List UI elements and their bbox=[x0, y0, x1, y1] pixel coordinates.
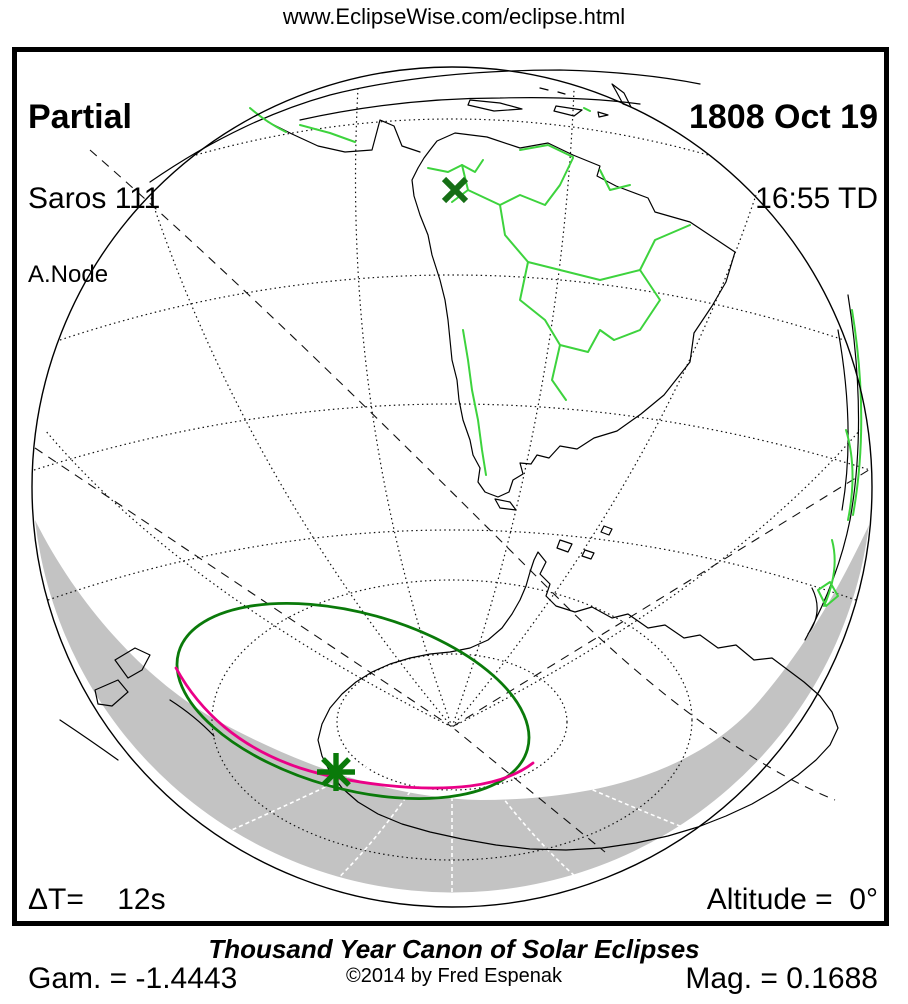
country-borders bbox=[249, 107, 863, 607]
eclipse-info-top-left: Partial Saros 111 A.Node bbox=[28, 55, 160, 331]
gamma-value: Gam. = -1.4443 bbox=[28, 962, 238, 996]
saros-label: Saros 111 bbox=[28, 182, 161, 216]
coastlines bbox=[59, 69, 860, 851]
eclipse-info-bottom-right: Altitude = 0° Mag. = 0.1688 bbox=[685, 840, 878, 1004]
tierra-del-fuego-island bbox=[494, 498, 517, 511]
africa-limb-borders bbox=[817, 309, 863, 607]
eclipse-geometry bbox=[174, 176, 535, 801]
africa-limb-coastline bbox=[804, 294, 860, 641]
eclipse-date: 1808 Oct 19 bbox=[688, 97, 878, 136]
new-zealand-coastline bbox=[59, 647, 215, 761]
antarctic-islands bbox=[556, 525, 613, 560]
altitude-value: Altitude = 0° bbox=[706, 882, 878, 916]
eclipse-info-bottom-left: ΔT= 12s Gam. = -1.4443 bbox=[28, 840, 237, 1004]
north-america-coastline bbox=[149, 69, 701, 183]
map-border-frame bbox=[12, 47, 889, 926]
magnitude-value: Mag. = 0.1688 bbox=[685, 962, 878, 996]
sunrise-sunset-curve bbox=[174, 666, 535, 790]
eclipse-time: 16:55 TD bbox=[755, 182, 878, 216]
greatest-eclipse-star-icon bbox=[317, 753, 355, 791]
canon-title: Thousand Year Canon of Solar Eclipses bbox=[208, 934, 700, 964]
dashed-reference-lines bbox=[34, 149, 873, 853]
delta-t-value: ΔT= 12s bbox=[28, 882, 166, 916]
globe-outline bbox=[31, 66, 873, 908]
globe-disk bbox=[32, 67, 872, 907]
night-shade-region bbox=[35, 520, 869, 893]
eclipse-info-top-right: 1808 Oct 19 16:55 TD bbox=[689, 55, 878, 260]
node-label: A.Node bbox=[28, 260, 109, 288]
sub-solar-x-icon bbox=[441, 176, 469, 204]
south-america-coastline bbox=[411, 132, 736, 498]
night-side-meridians bbox=[195, 726, 717, 903]
caribbean-islands bbox=[467, 87, 609, 118]
page-url-text: www.EclipseWise.com/eclipse.html bbox=[282, 4, 626, 29]
antarctica-coastline bbox=[317, 551, 839, 851]
penumbra-limit-ellipse bbox=[175, 601, 531, 801]
eclipse-type-label: Partial bbox=[28, 97, 132, 136]
copyright-text: ©2014 by Fred Espenak bbox=[346, 965, 562, 987]
